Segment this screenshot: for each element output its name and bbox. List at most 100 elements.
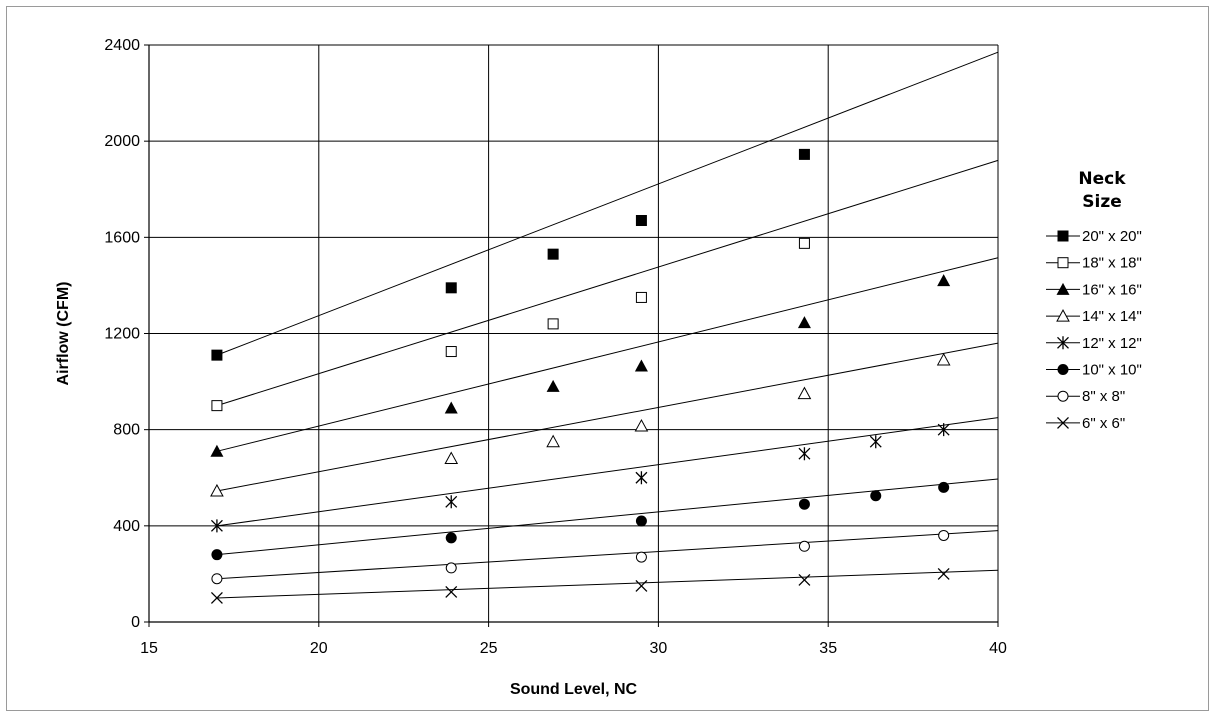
chart-frame bbox=[6, 6, 1209, 711]
y-tick-label: 2000 bbox=[104, 133, 140, 150]
data-point bbox=[635, 579, 648, 592]
data-point bbox=[798, 237, 810, 249]
x-tick-label: 20 bbox=[310, 640, 328, 657]
x-tick-label: 40 bbox=[989, 640, 1007, 657]
data-point bbox=[634, 419, 649, 432]
y-tick-label: 1200 bbox=[104, 326, 140, 343]
series-line bbox=[216, 51, 999, 356]
y-tick-label: 2400 bbox=[104, 37, 140, 54]
series-2 bbox=[210, 257, 999, 457]
legend-marker bbox=[1056, 309, 1070, 322]
x-tick-label: 35 bbox=[819, 640, 837, 657]
data-point bbox=[444, 451, 459, 465]
legend-label: 14" x 14" bbox=[1082, 308, 1142, 325]
data-point bbox=[445, 532, 457, 544]
data-point bbox=[798, 573, 811, 586]
data-point bbox=[445, 282, 457, 294]
data-point bbox=[936, 352, 951, 366]
data-point bbox=[635, 291, 647, 303]
data-point bbox=[937, 423, 950, 437]
legend-item: 20" x 20" bbox=[1046, 228, 1142, 245]
data-point bbox=[211, 549, 223, 561]
data-point bbox=[444, 401, 458, 414]
series-line bbox=[216, 257, 999, 452]
data-point bbox=[798, 498, 810, 510]
data-point bbox=[798, 540, 810, 552]
data-point bbox=[445, 346, 457, 358]
series-line bbox=[216, 530, 999, 580]
legend-marker bbox=[1057, 416, 1069, 429]
legend-title-line1: Neck bbox=[1078, 169, 1126, 189]
data-point bbox=[210, 444, 224, 457]
series-line bbox=[216, 569, 999, 599]
series-7 bbox=[210, 567, 999, 604]
y-tick-label: 800 bbox=[113, 422, 140, 439]
data-point bbox=[547, 248, 559, 260]
legend-title-line2: Size bbox=[1082, 192, 1122, 212]
y-axis-title: Airflow (CFM) bbox=[55, 282, 72, 386]
series-line bbox=[216, 417, 999, 527]
legend-label: 12" x 12" bbox=[1082, 335, 1142, 352]
data-point bbox=[797, 386, 812, 400]
data-point bbox=[870, 490, 882, 502]
data-point bbox=[210, 591, 223, 604]
legend-label: 18" x 18" bbox=[1082, 255, 1142, 272]
x-tick-label: 25 bbox=[480, 640, 498, 657]
data-point bbox=[869, 435, 882, 449]
legend-label: 10" x 10" bbox=[1082, 362, 1142, 379]
series-1 bbox=[211, 159, 999, 412]
data-point bbox=[938, 481, 950, 493]
series-line bbox=[216, 478, 999, 556]
data-point bbox=[938, 529, 950, 541]
data-point bbox=[797, 316, 811, 329]
data-point bbox=[445, 562, 457, 574]
legend-item: 8" x 8" bbox=[1046, 388, 1125, 405]
legend-marker bbox=[1057, 230, 1069, 242]
legend-item: 12" x 12" bbox=[1046, 335, 1142, 352]
legend-item: 10" x 10" bbox=[1046, 362, 1142, 379]
data-point bbox=[635, 551, 647, 563]
series-5 bbox=[211, 478, 999, 561]
legend-marker bbox=[1057, 336, 1069, 350]
data-point bbox=[210, 519, 223, 533]
series-line bbox=[216, 342, 999, 492]
data-point bbox=[635, 215, 647, 227]
y-tick-label: 1600 bbox=[104, 229, 140, 246]
data-point bbox=[211, 400, 223, 412]
x-axis-title: Sound Level, NC bbox=[510, 681, 638, 698]
data-point bbox=[211, 573, 223, 585]
data-point bbox=[445, 585, 458, 598]
data-point bbox=[546, 434, 560, 448]
data-point bbox=[634, 359, 648, 372]
data-point bbox=[635, 471, 648, 485]
y-tick-label: 400 bbox=[113, 518, 140, 535]
legend: Neck Size 20" x 20" 18" x 18" 16" x 16" 14" x… bbox=[1046, 169, 1142, 432]
data-point bbox=[445, 495, 458, 509]
x-tick-label: 15 bbox=[140, 640, 158, 657]
legend-label: 6" x 6" bbox=[1082, 415, 1125, 432]
data-point bbox=[211, 349, 223, 361]
data-point bbox=[798, 148, 810, 160]
x-tick-label: 30 bbox=[650, 640, 668, 657]
legend-item: 16" x 16" bbox=[1046, 281, 1142, 298]
legend-label: 16" x 16" bbox=[1082, 281, 1142, 298]
legend-marker bbox=[1057, 390, 1069, 402]
y-tick-label: 0 bbox=[131, 614, 140, 631]
legend-label: 8" x 8" bbox=[1082, 388, 1125, 405]
series-6 bbox=[211, 529, 999, 585]
legend-marker bbox=[1057, 364, 1069, 375]
data-point bbox=[546, 379, 560, 392]
data-point bbox=[937, 567, 950, 580]
data-point bbox=[635, 515, 647, 527]
legend-marker bbox=[1057, 257, 1069, 269]
legend-item: 14" x 14" bbox=[1046, 308, 1142, 325]
legend-item: 18" x 18" bbox=[1046, 255, 1142, 272]
data-point bbox=[210, 483, 224, 497]
legend-marker bbox=[1056, 282, 1070, 295]
data-point bbox=[547, 318, 559, 330]
data-point bbox=[798, 447, 811, 461]
legend-label: 20" x 20" bbox=[1082, 228, 1142, 245]
data-point bbox=[937, 274, 951, 287]
series-3 bbox=[210, 342, 999, 497]
